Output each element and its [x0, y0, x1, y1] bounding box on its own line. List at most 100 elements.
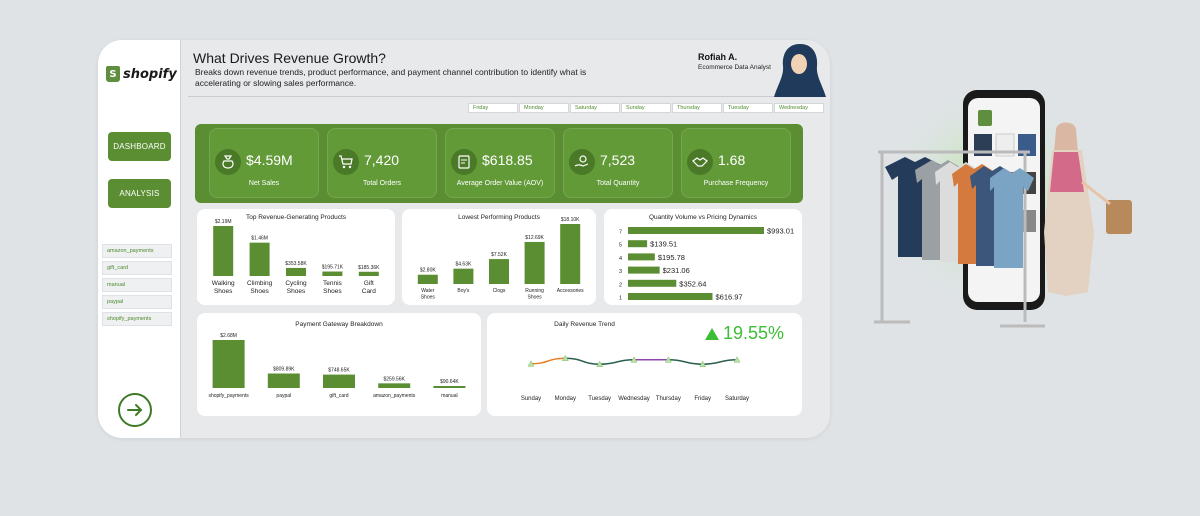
tick-label: 4	[619, 256, 622, 262]
data-label: $231.06	[663, 266, 690, 275]
page-subtitle: Breaks down revenue trends, product perf…	[195, 67, 587, 88]
kpi-label: Average Order Value (AOV)	[456, 180, 544, 187]
tick-label: paypal	[276, 393, 291, 399]
tick-label: 7	[619, 230, 622, 236]
data-label: $18.10K	[561, 217, 580, 223]
data-label: $2.80K	[420, 268, 437, 274]
bar	[212, 340, 245, 388]
shopping-cart-icon	[333, 149, 359, 175]
payment-gateway-card: Payment Gateway Breakdown $2.68M shopify_…	[197, 313, 481, 416]
data-label: $139.51	[650, 240, 677, 249]
bar	[267, 373, 300, 388]
quantity-pricing-card: Quantity Volume vs Pricing Dynamics 7 $99…	[604, 209, 802, 305]
day-filter-bar: Friday Monday Saturday Sunday Thursday T…	[468, 103, 824, 113]
filter-manual[interactable]: manual	[102, 278, 172, 292]
tick-label: Cycling	[285, 280, 307, 287]
tick-label: Monday	[555, 396, 576, 402]
kpi-label: Purchase Frequency	[703, 180, 769, 187]
chart-svg: $2.19MWalkingShoes$1.46MClimbingShoes$35…	[212, 219, 380, 295]
day-chip-friday[interactable]: Friday	[468, 103, 518, 113]
daily-trend-card: Daily Revenue Trend Sunday Monday Tuesday W…	[487, 313, 802, 416]
tick-label: Card	[362, 288, 376, 295]
tick-label: Thursday	[656, 396, 681, 402]
tick-label: 2	[619, 282, 622, 288]
filter-amazon-payments[interactable]: amazon_payments	[102, 244, 172, 258]
handshake-icon	[687, 149, 713, 175]
bar	[628, 240, 648, 248]
author-avatar	[774, 44, 826, 97]
filter-paypal[interactable]: paypal	[102, 295, 172, 309]
tick-label: Shoes	[250, 288, 269, 295]
chart-title: Quantity Volume vs Pricing Dynamics	[648, 214, 757, 221]
line-segment	[599, 359, 635, 365]
data-point	[733, 356, 741, 363]
tick-label: shopify_payments	[208, 393, 249, 399]
tick-label: Sunday	[521, 396, 541, 402]
kpi-purchase-frequency: 1.68 Purchase Frequency	[681, 128, 791, 198]
chart-svg: $2.68M shopify_payments $809.89K paypal $748…	[208, 333, 466, 399]
tick-label: 3	[619, 269, 622, 275]
kpi-total-quantity: 7,523 Total Quantity	[563, 128, 673, 198]
money-bag-icon	[215, 149, 241, 175]
data-label: $4.63K	[455, 262, 472, 268]
kpi-label: Net Sales	[248, 180, 280, 187]
data-point	[596, 360, 604, 367]
bar	[249, 242, 270, 276]
day-chip-monday[interactable]: Monday	[519, 103, 569, 113]
day-chip-wednesday[interactable]: Wednesday	[774, 103, 824, 113]
data-point	[630, 356, 638, 363]
author-name: Rofiah A.	[698, 52, 738, 62]
bar	[378, 383, 411, 388]
tick-label: Climbing	[247, 280, 273, 287]
bar	[453, 268, 474, 284]
filter-shopify-payments[interactable]: shopify_payments	[102, 312, 172, 326]
dashboard-frame: S shopify DASHBOARD ANALYSIS amazon_paym…	[98, 40, 830, 438]
kpi-value: $618.85	[482, 152, 533, 168]
shopify-logo: S shopify	[106, 66, 177, 82]
dashboard-button[interactable]: DASHBOARD	[108, 132, 171, 161]
logo-text: shopify	[123, 66, 177, 82]
kpi-label: Total Orders	[362, 180, 402, 187]
tick-label: Accessories	[557, 288, 584, 294]
payment-filter-list: amazon_payments gift_card manual paypal …	[102, 244, 172, 329]
bar	[286, 267, 306, 276]
tick-label: gift_card	[329, 393, 348, 399]
lowest-products-card: Lowest Performing Products $2.80K Water Sh…	[402, 209, 596, 305]
data-point	[664, 356, 672, 363]
arrow-right-circle-icon[interactable]	[118, 393, 152, 427]
data-label: $12.69K	[525, 235, 544, 241]
tick-label: Shoes	[528, 295, 543, 301]
kpi-value: 7,420	[364, 152, 400, 168]
kpi-total-orders: 7,420 Total Orders	[327, 128, 437, 198]
line-segment	[702, 359, 738, 365]
tick-label: manual	[441, 393, 457, 399]
filter-gift-card[interactable]: gift_card	[102, 261, 172, 275]
data-label: $352.64	[679, 279, 706, 288]
chart-title: Payment Gateway Breakdown	[295, 321, 383, 328]
line-segment	[530, 357, 566, 365]
bar	[433, 386, 466, 388]
bar	[322, 271, 343, 276]
data-label: $993.01	[767, 227, 794, 236]
day-chip-saturday[interactable]: Saturday	[570, 103, 620, 113]
data-label: $809.89K	[273, 366, 295, 372]
bar	[628, 293, 713, 300]
tick-label: Running	[525, 288, 544, 294]
bar	[628, 227, 764, 234]
bar	[524, 241, 545, 284]
data-point	[527, 360, 535, 367]
day-chip-sunday[interactable]: Sunday	[621, 103, 671, 113]
analysis-button[interactable]: ANALYSIS	[108, 179, 171, 208]
data-label: $90.64K	[440, 379, 459, 385]
bar	[628, 253, 655, 261]
data-label: $1.46M	[251, 236, 268, 242]
day-chip-thursday[interactable]: Thursday	[672, 103, 722, 113]
day-chip-tuesday[interactable]: Tuesday	[723, 103, 773, 113]
triangle-up-icon	[705, 327, 719, 340]
shopping-illustration	[874, 82, 1132, 328]
tick-label: Shoes	[287, 288, 306, 295]
line-segment	[668, 359, 703, 365]
growth-value: 19.55%	[723, 323, 785, 343]
kpi-value: 7,523	[600, 152, 636, 168]
tick-label: 5	[619, 243, 622, 249]
